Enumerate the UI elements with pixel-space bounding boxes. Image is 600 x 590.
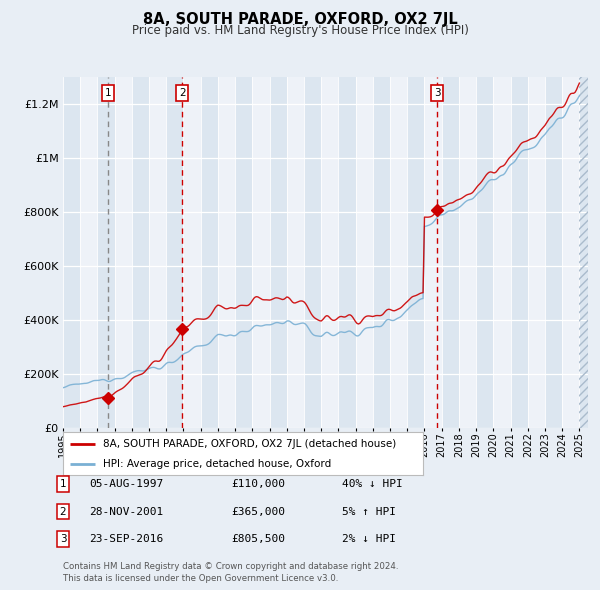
Text: £365,000: £365,000 — [231, 507, 285, 516]
Bar — [580, 77, 596, 428]
Bar — [442, 77, 459, 428]
Text: Contains HM Land Registry data © Crown copyright and database right 2024.: Contains HM Land Registry data © Crown c… — [63, 562, 398, 571]
Text: 3: 3 — [59, 535, 67, 544]
Bar — [476, 77, 493, 428]
Text: 1: 1 — [104, 88, 111, 98]
Bar — [338, 77, 356, 428]
Bar — [407, 77, 424, 428]
Text: This data is licensed under the Open Government Licence v3.0.: This data is licensed under the Open Gov… — [63, 574, 338, 583]
Bar — [97, 77, 115, 428]
Text: Price paid vs. HM Land Registry's House Price Index (HPI): Price paid vs. HM Land Registry's House … — [131, 24, 469, 37]
Text: 8A, SOUTH PARADE, OXFORD, OX2 7JL: 8A, SOUTH PARADE, OXFORD, OX2 7JL — [143, 12, 457, 27]
Text: 23-SEP-2016: 23-SEP-2016 — [89, 535, 163, 544]
Text: 8A, SOUTH PARADE, OXFORD, OX2 7JL (detached house): 8A, SOUTH PARADE, OXFORD, OX2 7JL (detac… — [103, 440, 396, 450]
Text: 40% ↓ HPI: 40% ↓ HPI — [342, 479, 403, 489]
Bar — [132, 77, 149, 428]
Text: 5% ↑ HPI: 5% ↑ HPI — [342, 507, 396, 516]
Text: 2: 2 — [59, 507, 67, 516]
Text: £110,000: £110,000 — [231, 479, 285, 489]
Text: 2: 2 — [179, 88, 185, 98]
Bar — [373, 77, 390, 428]
Text: 1: 1 — [59, 479, 67, 489]
Bar — [269, 77, 287, 428]
Bar — [201, 77, 218, 428]
Bar — [304, 77, 321, 428]
Text: £805,500: £805,500 — [231, 535, 285, 544]
Text: 3: 3 — [434, 88, 440, 98]
Bar — [545, 77, 562, 428]
Bar — [63, 77, 80, 428]
Text: 2% ↓ HPI: 2% ↓ HPI — [342, 535, 396, 544]
Bar — [166, 77, 184, 428]
Text: 05-AUG-1997: 05-AUG-1997 — [89, 479, 163, 489]
Text: 28-NOV-2001: 28-NOV-2001 — [89, 507, 163, 516]
Bar — [511, 77, 528, 428]
Bar — [235, 77, 253, 428]
Text: HPI: Average price, detached house, Oxford: HPI: Average price, detached house, Oxfo… — [103, 460, 331, 469]
